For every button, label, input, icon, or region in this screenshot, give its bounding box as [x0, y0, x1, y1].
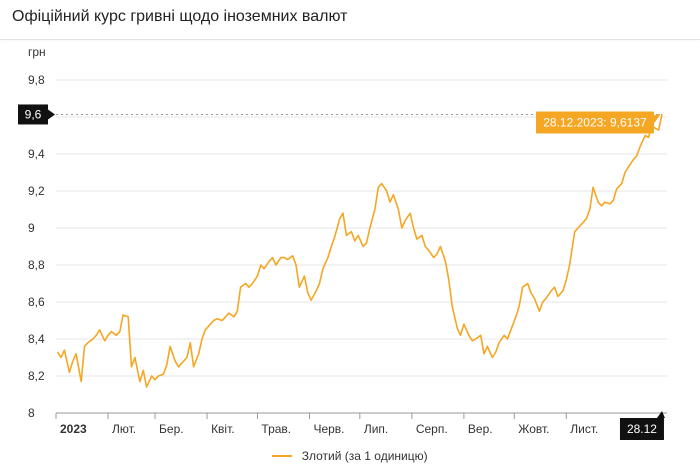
x-tick-label: Лип.	[364, 422, 388, 436]
x-tick-label: Серп.	[416, 422, 448, 436]
y-tick-label: 8,2	[28, 369, 45, 383]
y-tick-label: 8,8	[28, 258, 45, 272]
x-tick-label: Вер.	[468, 422, 493, 436]
crosshair: 9,6 28.12 28.12.2023: 9,6137	[18, 104, 665, 440]
y-marker-bg	[18, 104, 48, 125]
series-layer[interactable]	[57, 114, 663, 388]
x-tick-label: Трав.	[261, 422, 291, 436]
y-marker-pointer	[48, 109, 55, 120]
y-marker-label: 9,6	[25, 107, 42, 121]
y-tick-label: 9,4	[28, 147, 45, 161]
series-line[interactable]	[57, 114, 663, 388]
x-marker-label: 28.12	[627, 422, 657, 436]
y-axis: 8 8,2 8,4 8,6 8,8 9 9,2 9,4 9,6 9,8 грн	[28, 45, 46, 420]
tooltip-pointer	[653, 113, 661, 124]
y-tick-label: 9,8	[28, 73, 45, 87]
x-tick-label: Жовт.	[518, 422, 549, 436]
legend-swatch	[272, 454, 293, 457]
title-divider	[0, 39, 700, 40]
page-title: Офіційний курс гривні щодо іноземних вал…	[12, 8, 348, 25]
legend-label: Злотий (за 1 одиницю)	[301, 449, 428, 463]
y-tick-label: 8,6	[28, 295, 45, 309]
tooltip-label: 28.12.2023: 9,6137	[543, 115, 647, 129]
legend[interactable]: Злотий (за 1 одиницю)	[0, 449, 700, 463]
x-tick-label: Лют.	[112, 422, 136, 436]
y-tick-label: 8	[28, 406, 35, 420]
x-tick-label: Черв.	[313, 422, 344, 436]
x-tick-label: 2023	[60, 422, 87, 436]
x-tick-label: Лист.	[570, 422, 598, 436]
x-marker-pointer	[656, 411, 665, 418]
x-tick-label: Бер.	[159, 422, 184, 436]
x-axis: 2023 Лют. Бер. Квіт. Трав. Черв. Лип. Серп. Вер.…	[55, 412, 667, 436]
x-tick-label: Квіт.	[211, 422, 235, 436]
y-tick-label: 9,2	[28, 184, 45, 198]
tooltip-bg	[535, 111, 654, 134]
x-marker-bg	[619, 418, 664, 440]
y-tick-label: 9	[28, 221, 35, 235]
y-axis-label: грн	[28, 45, 46, 59]
y-tick-label: 8,4	[28, 332, 45, 346]
